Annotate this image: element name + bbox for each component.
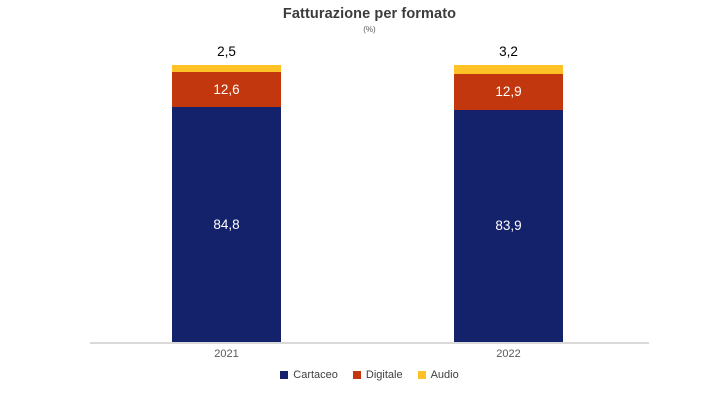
bar-segment-2022-audio [454,65,563,74]
value-label-2021-audio: 2,5 [217,44,236,60]
legend-item-cartaceo: Cartaceo [280,369,338,381]
legend-label-digitale: Digitale [365,369,403,381]
x-axis-line [90,342,649,344]
chart-subtitle: (%) [363,25,376,34]
legend: Cartaceo Digitale Audio [90,369,649,381]
value-label-2022-cartaceo: 83,9 [495,218,522,234]
legend-swatch-audio-icon [417,371,426,379]
legend-label-cartaceo: Cartaceo [293,369,338,381]
legend-label-audio: Audio [430,369,459,381]
category-label-2021: 2021 [214,348,239,360]
legend-item-digitale: Digitale [352,369,403,381]
chart-title: Fatturazione per formato [282,6,457,22]
bar-segment-2021-digitale: 12,6 [172,72,281,108]
legend-item-audio: Audio [417,369,459,381]
bar-segment-2021-cartaceo: 84,8 [172,107,281,342]
value-label-2022-digitale: 12,9 [495,83,522,99]
value-label-2022-audio: 3,2 [499,44,518,59]
bar-segment-2022-cartaceo: 83,9 [454,109,563,342]
legend-swatch-digitale-icon [352,371,361,379]
category-label-2022: 2022 [496,348,521,360]
legend-swatch-cartaceo-icon [280,371,289,379]
bar-segment-2021-audio [172,65,281,73]
value-label-2021-cartaceo: 84,8 [213,216,240,232]
value-label-2021-digitale: 12,6 [213,81,240,97]
bar-segment-2022-digitale: 12,9 [454,73,563,110]
